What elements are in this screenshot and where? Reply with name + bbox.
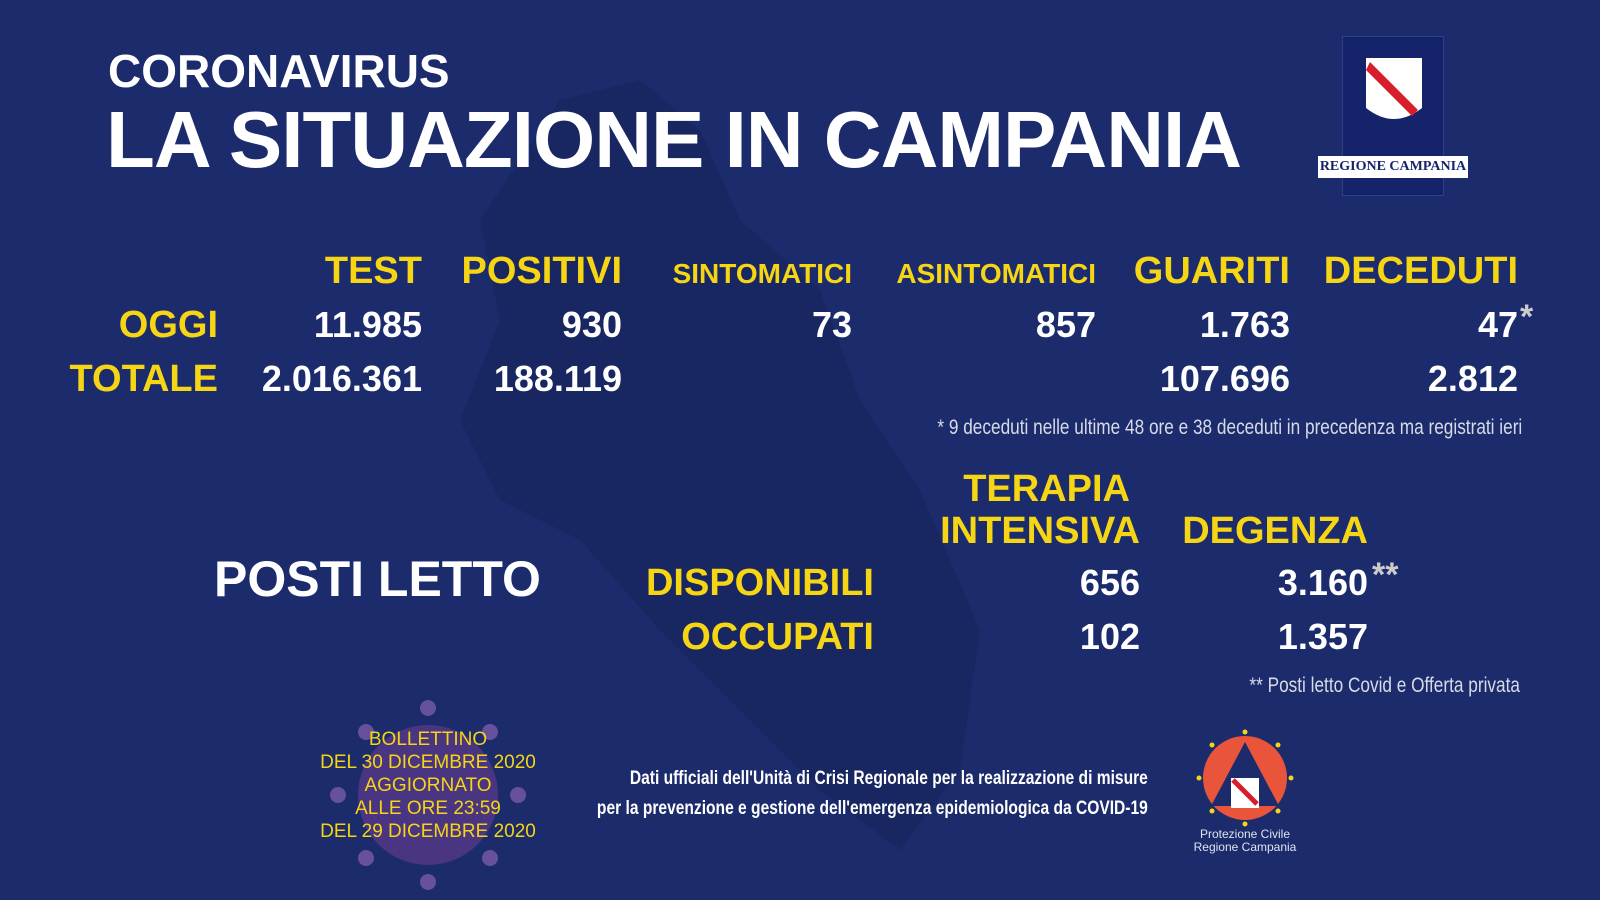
totale-deceduti: 2.812 [1427, 358, 1518, 399]
campania-map-silhouette [460, 80, 980, 850]
double-asterisk: ** [1372, 556, 1399, 594]
occupati-degenza: 1.357 [1277, 616, 1368, 657]
asterisk: * [1520, 298, 1534, 336]
col-asintomatici: ASINTOMATICI [896, 258, 1096, 289]
subtitle: CORONAVIRUS [108, 45, 450, 97]
bulletin: BOLLETTINO DEL 30 DICEMBRE 2020 AGGIORNATO… [320, 729, 536, 842]
protezione-civile-logo [1196, 729, 1294, 827]
oggi-positivi: 930 [561, 304, 622, 345]
col-sintomatici: SINTOMATICI [672, 258, 852, 289]
col-terapia: TERAPIA [963, 468, 1130, 510]
virus-icon [330, 700, 526, 890]
col-deceduti: DECEDUTI [1323, 250, 1518, 292]
beds-title: POSTI LETTO [214, 551, 541, 607]
row-totale-label: TOTALE [69, 358, 218, 400]
row-disponibili: DISPONIBILI [645, 562, 874, 604]
oggi-sintomatici: 73 [811, 304, 852, 345]
row-oggi-label: OGGI [118, 304, 218, 346]
col-intensiva: INTENSIVA [940, 510, 1140, 552]
occupati-ti: 102 [1079, 616, 1140, 657]
disponibili-degenza: 3.160 [1277, 562, 1368, 603]
regione-campania-logo: REGIONE CAMPANIA [1318, 36, 1468, 196]
disponibili-ti: 656 [1079, 562, 1140, 603]
col-degenza: DEGENZA [1182, 510, 1368, 552]
totale-positivi: 188.119 [493, 358, 622, 399]
protezione-civile-text: Protezione Civile Regione Campania [1193, 827, 1297, 854]
totale-test: 2.016.361 [261, 358, 422, 399]
col-test: TEST [324, 250, 422, 292]
oggi-deceduti: 47 [1477, 304, 1518, 345]
page-title: LA SITUAZIONE IN CAMPANIA [106, 95, 1242, 184]
oggi-asintomatici: 857 [1035, 304, 1096, 345]
oggi-test: 11.985 [313, 304, 422, 345]
col-guariti: GUARITI [1133, 250, 1290, 292]
col-positivi: POSITIVI [461, 250, 622, 292]
deceduti-note: * 9 deceduti nelle ultime 48 ore e 38 de… [937, 416, 1522, 439]
beds-note: ** Posti letto Covid e Offerta privata [1249, 674, 1520, 697]
source-text: Dati ufficiali dell'Unità di Crisi Regio… [597, 768, 1148, 819]
totale-guariti: 107.696 [1159, 358, 1290, 399]
oggi-guariti: 1.763 [1199, 304, 1290, 345]
row-occupati: OCCUPATI [681, 616, 874, 658]
